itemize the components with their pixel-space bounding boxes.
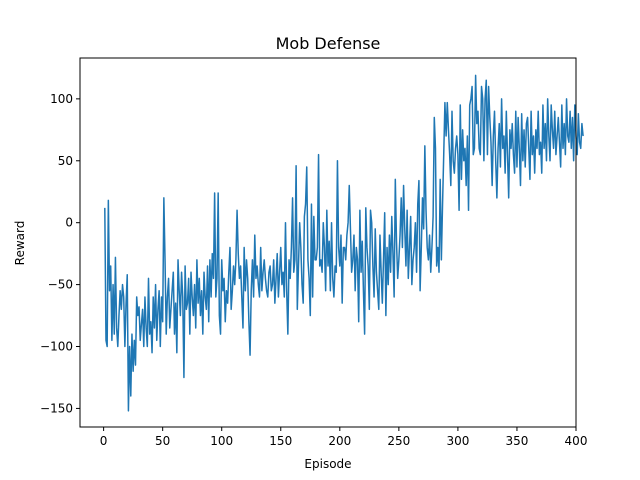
- x-tick-label: 400: [565, 434, 588, 448]
- x-axis-label: Episode: [304, 457, 351, 471]
- y-tick-label: 0: [65, 216, 73, 230]
- series-line: [104, 74, 584, 412]
- y-axis-label: Reward: [13, 221, 27, 266]
- chart-title: Mob Defense: [276, 34, 381, 53]
- x-tick-label: 200: [328, 434, 351, 448]
- x-tick-label: 0: [100, 434, 108, 448]
- y-tick-label: 50: [58, 154, 73, 168]
- y-tick-label: −50: [48, 278, 73, 292]
- x-tick-label: 350: [505, 434, 528, 448]
- x-tick-label: 150: [269, 434, 292, 448]
- x-tick-label: 250: [387, 434, 410, 448]
- x-tick-label: 300: [446, 434, 469, 448]
- plot-area: 0 50 100 150 200 250 300 350 400 −150 −100 −50 0 50 10…: [40, 74, 588, 448]
- y-tick-label: 100: [50, 92, 73, 106]
- x-tick-label: 50: [155, 434, 170, 448]
- y-tick-label: −150: [40, 401, 73, 415]
- x-tick-label: 100: [210, 434, 233, 448]
- y-tick-label: −100: [40, 340, 73, 354]
- plot-frame: [79, 57, 577, 428]
